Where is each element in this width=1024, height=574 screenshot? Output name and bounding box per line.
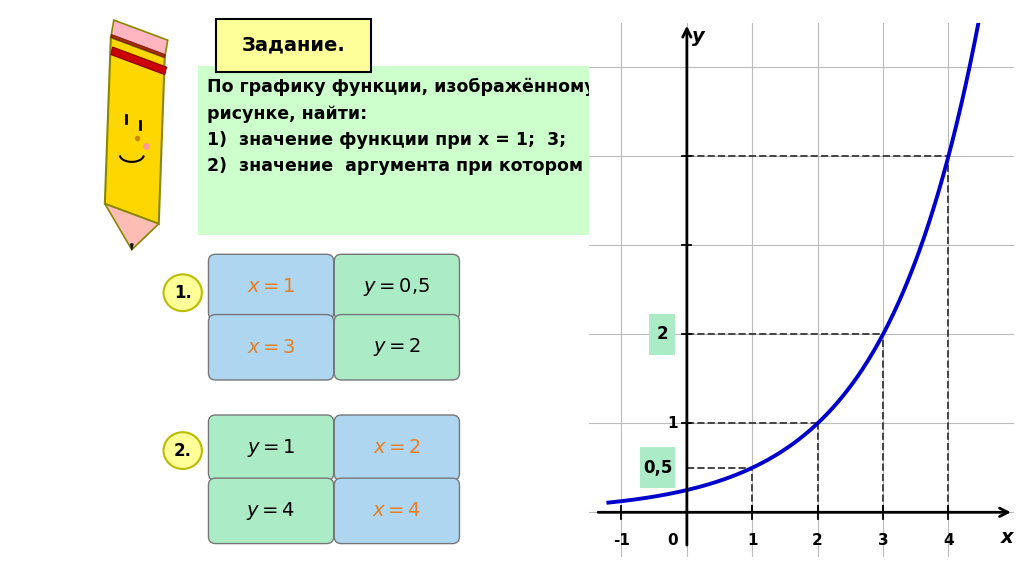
FancyBboxPatch shape [198, 66, 596, 235]
Text: $x = 1$: $x = 1$ [247, 277, 295, 297]
Circle shape [164, 274, 202, 311]
Text: рисунке, найти:: рисунке, найти: [207, 104, 367, 123]
Polygon shape [111, 47, 167, 75]
FancyBboxPatch shape [640, 447, 675, 488]
Text: 2: 2 [812, 533, 823, 548]
FancyBboxPatch shape [334, 315, 460, 380]
Text: 0,5: 0,5 [643, 459, 672, 477]
Polygon shape [111, 20, 168, 57]
FancyBboxPatch shape [216, 19, 372, 72]
Polygon shape [111, 34, 165, 57]
Text: $y = 2$: $y = 2$ [373, 336, 421, 358]
FancyBboxPatch shape [209, 415, 334, 480]
Text: 2)  значение  аргумента при котором y = 1;  4: 2) значение аргумента при котором y = 1;… [207, 157, 670, 176]
FancyBboxPatch shape [209, 315, 334, 380]
Text: 1)  значение функции при x = 1;  3;: 1) значение функции при x = 1; 3; [207, 131, 566, 149]
Text: x: x [1000, 528, 1014, 546]
Text: 0: 0 [668, 533, 678, 548]
Text: $x = 2$: $x = 2$ [373, 438, 421, 457]
Text: $y = 4$: $y = 4$ [247, 500, 296, 522]
Text: По графику функции, изображённому на: По графику функции, изображённому на [207, 78, 626, 96]
FancyBboxPatch shape [209, 254, 334, 320]
Text: $y = 1$: $y = 1$ [247, 437, 295, 459]
Polygon shape [104, 204, 159, 250]
Text: $y = 0{,}5$: $y = 0{,}5$ [364, 276, 430, 298]
FancyBboxPatch shape [209, 478, 334, 544]
Text: 3: 3 [878, 533, 888, 548]
Text: y: y [692, 27, 705, 46]
Text: 1: 1 [746, 533, 758, 548]
Circle shape [164, 432, 202, 469]
Text: 4: 4 [943, 533, 953, 548]
Polygon shape [131, 244, 133, 250]
Text: -1: -1 [613, 533, 630, 548]
FancyBboxPatch shape [334, 478, 460, 544]
Text: 2: 2 [656, 325, 668, 343]
FancyBboxPatch shape [334, 415, 460, 480]
Text: 2.: 2. [174, 441, 191, 460]
Text: $x = 3$: $x = 3$ [247, 338, 296, 357]
Text: 1: 1 [668, 416, 678, 431]
Text: Задание.: Задание. [242, 36, 345, 55]
Text: 1.: 1. [174, 284, 191, 302]
Polygon shape [104, 37, 165, 224]
FancyBboxPatch shape [334, 254, 460, 320]
Text: $x = 4$: $x = 4$ [372, 501, 422, 521]
FancyBboxPatch shape [649, 314, 675, 355]
